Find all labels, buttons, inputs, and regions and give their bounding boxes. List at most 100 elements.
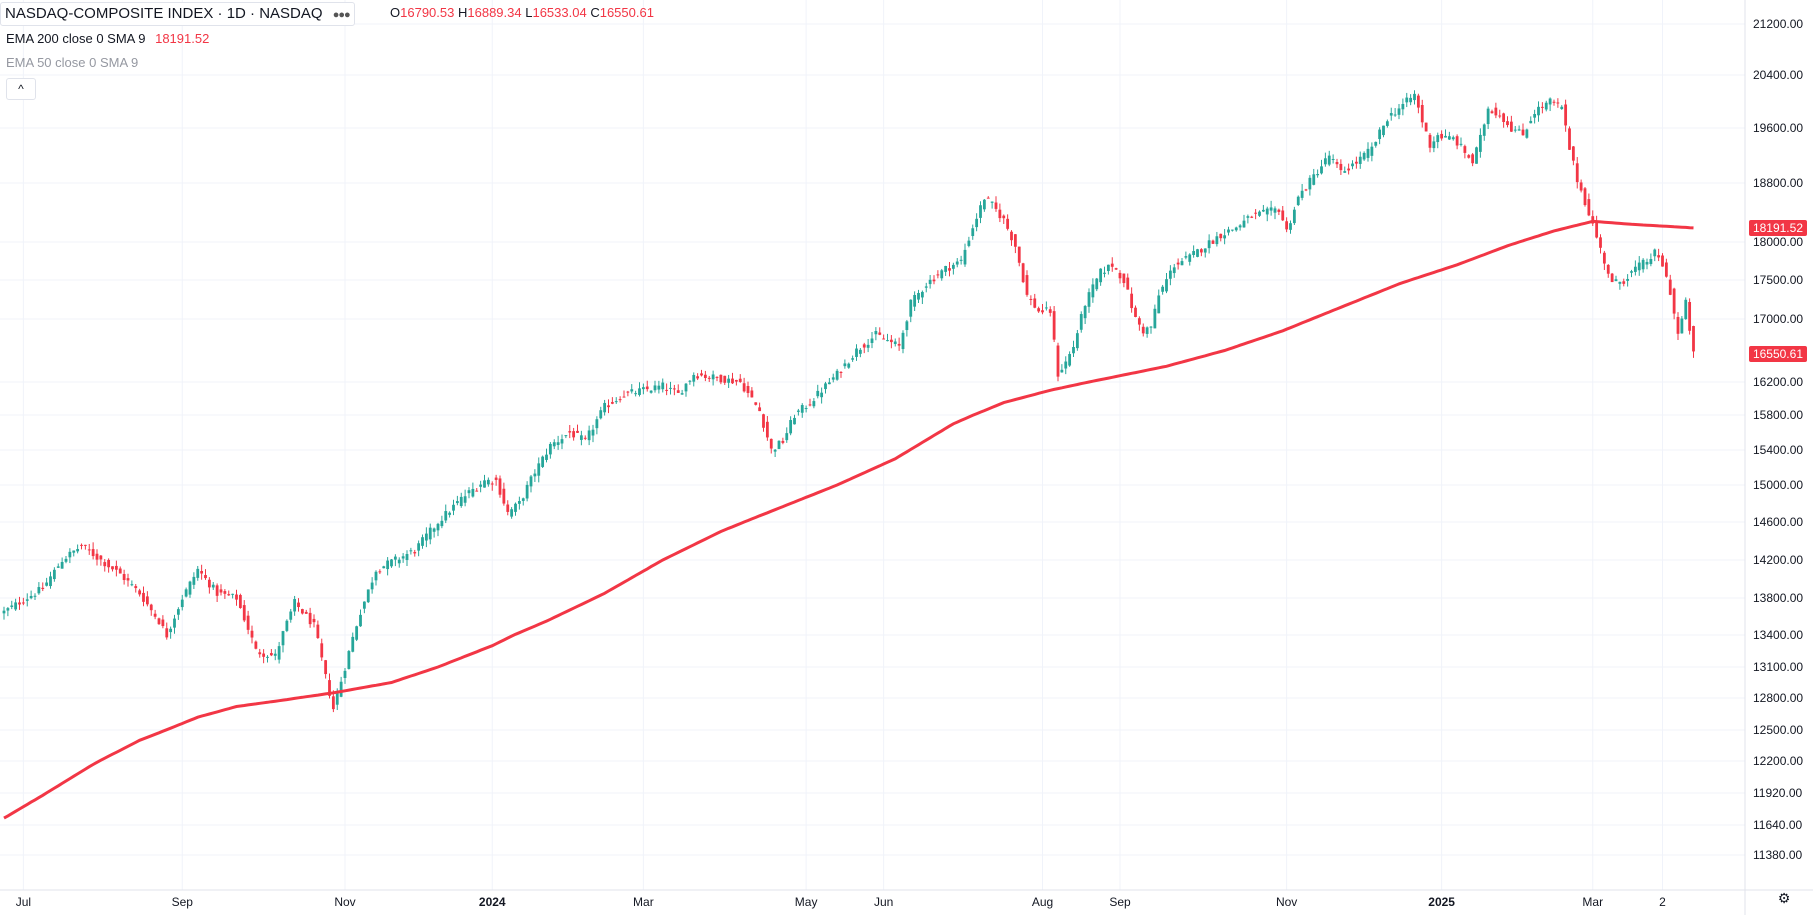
candle-body (731, 378, 734, 384)
time-axis[interactable]: Jul Sep Nov 2024 Mar May Jun Aug Sep Nov 2025 Mar 2 (0, 889, 1813, 909)
candle-body (816, 390, 820, 397)
candle-body (72, 550, 76, 553)
indicator-ema200-label: EMA 200 close 0 SMA 9 (6, 31, 146, 46)
low-value: 16533.04 (532, 5, 587, 20)
candle-body (1134, 307, 1137, 317)
candle-body (339, 681, 343, 697)
candle-body (1680, 318, 1684, 334)
last-price-badge: 16550.61 (1748, 346, 1807, 363)
candle-body (901, 332, 905, 350)
candle-body (471, 488, 475, 497)
candle-body (1540, 106, 1544, 108)
symbol-title: NASDAQ-COMPOSITE INDEX · 1D · NASDAQ (5, 5, 323, 22)
candle-body (250, 630, 254, 638)
candle-body (1444, 135, 1447, 138)
candle-body (320, 643, 324, 658)
candle-body (1021, 263, 1025, 283)
candle-body (285, 620, 289, 631)
price-tick-label: 12200.00 (1753, 754, 1803, 768)
candle-body (738, 378, 742, 382)
candle-body (641, 387, 645, 390)
time-tick-label: May (795, 895, 818, 909)
candle-body (498, 478, 502, 495)
candle-body (1188, 254, 1192, 262)
candle-body (1242, 220, 1246, 228)
candle-body (948, 268, 951, 271)
price-tick-label: 11640.00 (1753, 818, 1802, 832)
candle-body (1606, 264, 1610, 274)
more-icon[interactable]: ●●● (332, 9, 351, 21)
price-tick-label: 13100.00 (1753, 660, 1803, 674)
candle-body (401, 556, 405, 559)
candle-body (847, 363, 851, 368)
candle-body (277, 646, 281, 660)
candle-body (1141, 326, 1145, 334)
candle-body (703, 374, 707, 378)
candle-body (1087, 292, 1091, 307)
candle-body (599, 410, 603, 419)
candle-body (820, 392, 824, 398)
candle-body (25, 599, 29, 601)
candle-body (556, 442, 560, 445)
candle-body (1397, 108, 1401, 115)
candle-body (2, 610, 6, 614)
candle-body (572, 431, 576, 438)
candle-body (525, 484, 529, 499)
price-tick-label: 12800.00 (1753, 691, 1803, 705)
candle-body (64, 558, 68, 562)
candle-body (955, 261, 959, 265)
candle-body (696, 376, 700, 379)
collapse-legend-button[interactable]: ^ (6, 78, 36, 100)
candle-body (238, 594, 242, 608)
candle-body (200, 570, 204, 574)
candle-body (827, 382, 831, 385)
candle-body (1296, 196, 1300, 206)
candle-body (1095, 278, 1099, 290)
candle-body (417, 543, 421, 551)
candle-body (428, 527, 432, 540)
candle-body (393, 556, 397, 560)
candle-body (176, 609, 180, 615)
candle-body (982, 199, 986, 210)
candle-body (1215, 236, 1219, 245)
candle-body (1114, 268, 1118, 270)
price-tick-label: 17000.00 (1753, 312, 1803, 326)
ema-price-badge: 18191.52 (1748, 219, 1807, 236)
candle-body (359, 614, 362, 627)
candle-body (145, 596, 149, 605)
candle-body (281, 631, 285, 646)
candle-body (649, 390, 653, 393)
candle-body (1060, 369, 1064, 373)
candle-body (1428, 134, 1432, 148)
candle-body (436, 523, 440, 531)
symbol-title-box[interactable]: NASDAQ-COMPOSITE INDEX · 1D · NASDAQ ●●● (0, 2, 355, 26)
candle-body (1130, 293, 1134, 309)
indicator-ema50-row[interactable]: EMA 50 close 0 SMA 9 (6, 53, 138, 73)
candle-body (1661, 255, 1664, 267)
candle-body (324, 660, 328, 675)
price-axis[interactable]: 11380.00 11640.00 11920.00 12200.00 12500.00… (1744, 0, 1803, 915)
candle-body (878, 332, 882, 335)
candle-body (626, 391, 630, 393)
candle-body (107, 559, 111, 568)
candle-body (328, 680, 331, 696)
candle-body (1176, 262, 1180, 265)
candle-body (1672, 288, 1676, 314)
candle-body (700, 373, 703, 376)
candle-body (1103, 272, 1106, 274)
gear-icon[interactable]: ⚙ (1777, 890, 1791, 906)
candle-body (510, 509, 514, 517)
candle-body (579, 435, 583, 440)
candle-body (1261, 209, 1265, 212)
indicator-ema200-row[interactable]: EMA 200 close 0 SMA 9 18191.52 (6, 29, 209, 49)
candle-body (1339, 163, 1343, 171)
candle-body (804, 408, 808, 410)
candle-body (76, 549, 80, 552)
candle-body (672, 388, 676, 390)
candle-body (1219, 233, 1223, 239)
time-tick-label: 2 (1659, 895, 1666, 909)
candle-body (1010, 231, 1013, 241)
ohlc-values: O16790.53 H16889.34 L16533.04 C16550.61 (390, 5, 654, 20)
candle-body (1478, 134, 1482, 152)
